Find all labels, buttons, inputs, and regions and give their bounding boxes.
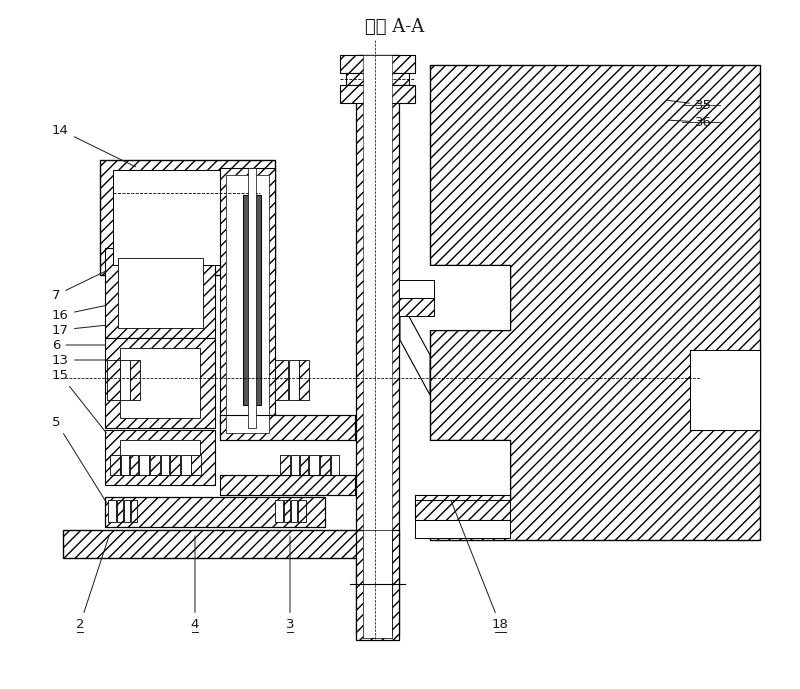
Bar [291,500,297,522]
Bar [105,430,215,485]
Bar [117,500,123,522]
Bar [289,360,299,400]
Bar [105,338,215,428]
Bar [161,455,169,475]
Bar [220,475,355,495]
Bar [346,73,409,85]
Bar [120,440,200,475]
Polygon shape [690,350,760,430]
Polygon shape [430,65,760,540]
Text: 3: 3 [286,536,294,631]
Bar [170,455,180,475]
Bar [309,455,319,475]
Bar [275,360,288,400]
Bar [130,455,138,475]
Bar [130,360,140,400]
Bar [105,248,215,338]
Bar [299,360,309,400]
Bar [191,455,201,475]
Bar [300,455,308,475]
Bar [120,440,200,475]
Bar [399,280,434,298]
Bar [63,530,358,558]
Bar [107,360,120,400]
Bar [275,500,283,522]
Bar [248,168,256,428]
Bar [108,500,116,522]
Bar [150,455,160,475]
Text: 2: 2 [76,535,109,631]
Polygon shape [400,300,430,395]
Bar [181,455,191,475]
Bar [363,55,392,635]
Bar [356,55,399,635]
Bar [243,195,261,405]
Bar [220,168,275,438]
Bar [118,258,203,328]
Bar [120,360,130,400]
Bar [690,350,760,430]
Bar [291,455,299,475]
Bar [121,455,129,475]
Bar [280,455,290,475]
Bar [118,258,203,328]
Bar [415,495,510,520]
Text: 13: 13 [52,353,106,367]
Bar [220,415,355,440]
Bar [399,298,434,316]
Bar [331,455,339,475]
Bar [110,455,120,475]
Text: 剪面 A-A: 剪面 A-A [366,18,425,36]
Text: 17: 17 [52,324,106,336]
Text: 4: 4 [191,536,199,631]
Text: 14: 14 [52,123,135,167]
Bar [113,170,261,265]
Bar [430,440,510,500]
Bar [298,500,306,522]
Bar [105,497,325,527]
Text: 5: 5 [52,415,106,503]
Bar [340,55,415,73]
Bar [139,455,149,475]
Bar [284,500,290,522]
Text: 16: 16 [52,306,106,322]
Bar [363,530,392,638]
Bar [113,170,261,265]
Bar [124,500,130,522]
Bar [415,520,510,538]
Text: 7: 7 [52,271,106,302]
Text: 15: 15 [52,369,106,433]
Bar [120,348,200,418]
Bar [226,175,269,433]
Bar [100,160,275,275]
Bar [340,85,415,103]
Text: 18: 18 [451,501,509,631]
Bar [320,455,330,475]
Bar [226,175,269,433]
Text: 36: 36 [668,116,712,129]
Bar [120,348,200,418]
Bar [430,265,510,330]
Text: 35: 35 [668,99,712,112]
Bar [356,530,399,640]
Text: 6: 6 [52,338,106,351]
Bar [131,500,137,522]
